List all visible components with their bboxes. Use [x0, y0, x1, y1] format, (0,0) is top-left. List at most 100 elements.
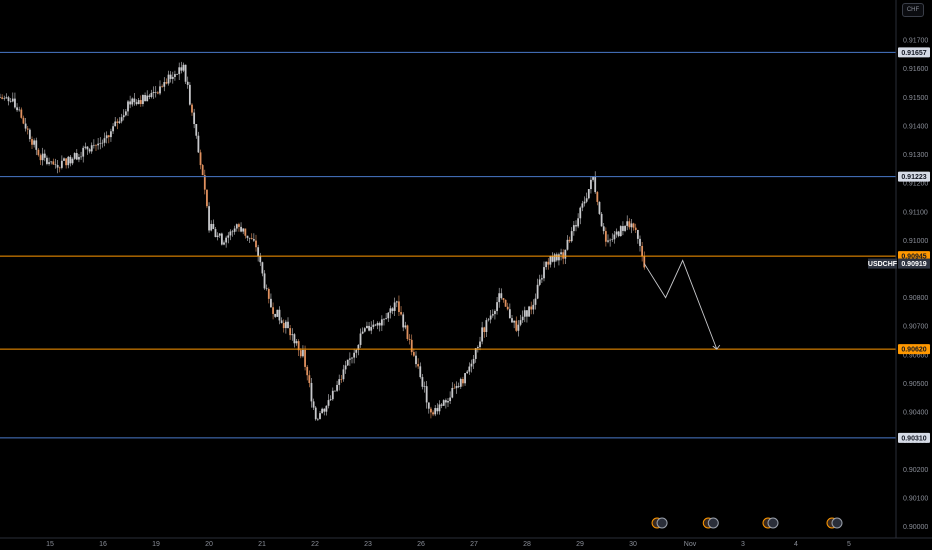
- candle-body: [551, 255, 554, 262]
- candle-body: [308, 375, 311, 383]
- candle-body: [389, 308, 392, 313]
- candle-body: [487, 319, 490, 321]
- candle-body: [220, 233, 223, 245]
- event-marker-icon[interactable]: [767, 517, 779, 529]
- candle-body: [427, 402, 430, 409]
- level-price-tag: [898, 47, 930, 58]
- candle-body: [60, 160, 63, 168]
- projection-path[interactable]: [643, 259, 721, 350]
- time-tick-label: 5: [847, 541, 851, 548]
- currency-label: CHF: [906, 7, 920, 13]
- candle-body: [402, 314, 405, 328]
- projection-line[interactable]: [643, 259, 718, 350]
- price-tick-label: 0.91100: [903, 209, 928, 216]
- price-tick-label: 0.91600: [903, 66, 928, 73]
- candle-body: [37, 149, 40, 156]
- candle-body: [536, 284, 539, 299]
- candle-body: [421, 377, 424, 387]
- candle-body: [116, 121, 119, 123]
- candle-body: [500, 293, 503, 299]
- candle-body: [48, 162, 50, 164]
- level-price-label: 0.90310: [901, 435, 926, 442]
- event-marker-icon[interactable]: [707, 517, 719, 529]
- candle-body: [280, 320, 283, 323]
- candle-body: [321, 408, 324, 414]
- candle-body: [447, 401, 449, 403]
- candle-body: [171, 76, 174, 79]
- candle-body: [351, 357, 353, 359]
- candle-body: [206, 189, 208, 207]
- candle-body: [470, 363, 473, 367]
- horizontal-levels[interactable]: [0, 51, 896, 439]
- level-price-tag: [898, 344, 930, 355]
- candle-body: [22, 117, 25, 124]
- candle-body: [417, 364, 420, 367]
- candle-body: [636, 229, 639, 239]
- candle-body: [560, 252, 562, 255]
- candle-body: [69, 156, 72, 164]
- time-tick-label: 23: [364, 541, 372, 548]
- candle-body: [485, 320, 488, 332]
- candle-body: [338, 379, 341, 385]
- candle-body: [282, 322, 285, 329]
- candle-body: [201, 165, 204, 176]
- candle-body: [430, 408, 432, 413]
- candle-body: [449, 397, 452, 402]
- candle-body: [88, 149, 91, 152]
- candle-body: [587, 189, 590, 199]
- candle-body: [630, 223, 633, 228]
- candle-body: [634, 227, 637, 230]
- candle-body: [7, 97, 10, 102]
- candle-body: [212, 223, 215, 230]
- candle-body: [28, 129, 31, 140]
- candle-body: [521, 316, 524, 321]
- candle-body: [244, 228, 247, 236]
- candle-body: [558, 254, 560, 261]
- event-markers[interactable]: [651, 517, 843, 529]
- candle-body: [159, 86, 161, 94]
- candle-body: [293, 334, 296, 344]
- candle-body: [479, 341, 481, 348]
- candle-body: [139, 100, 142, 104]
- candle-body: [3, 98, 6, 99]
- candle-body: [483, 327, 486, 332]
- time-tick-label: 27: [470, 541, 478, 548]
- candle-body: [491, 314, 494, 316]
- candle-body: [344, 365, 347, 370]
- candle-body: [112, 126, 114, 132]
- candle-body: [233, 228, 236, 232]
- symbol-label: USDCHF: [868, 261, 898, 268]
- event-marker-icon[interactable]: [831, 517, 843, 529]
- time-tick-label: Nov: [684, 541, 697, 548]
- price-tags: 0.91657 0.91223 0.90945 0.90620 0.90310 USDCH…: [868, 47, 930, 443]
- candle-body: [302, 349, 304, 357]
- candle-body: [415, 355, 417, 365]
- candle-body: [148, 95, 151, 97]
- candle-body: [95, 144, 97, 146]
- candle-body: [133, 98, 136, 103]
- candle-body: [58, 167, 61, 169]
- candle-body: [481, 327, 484, 342]
- candle-body: [577, 218, 580, 227]
- candle-body: [208, 206, 210, 231]
- candle-body: [135, 102, 138, 105]
- time-axis[interactable]: 15 16 19 20 21 22 23 26 27 28 29 30 Nov 3 4 5: [46, 541, 851, 548]
- event-marker-icon[interactable]: [656, 517, 668, 529]
- price-tick-label: 0.90000: [903, 524, 928, 531]
- time-tick-label: 3: [741, 541, 745, 548]
- candle-body: [56, 164, 59, 168]
- candle-body: [357, 344, 360, 350]
- time-tick-label: 15: [46, 541, 54, 548]
- candle-body: [35, 140, 38, 150]
- candle-body: [624, 225, 626, 231]
- candle-body: [227, 235, 230, 238]
- candle-body: [472, 358, 475, 364]
- candle-body: [453, 387, 456, 389]
- price-tick-label: 0.90600: [903, 352, 928, 359]
- currency-button[interactable]: CHF: [902, 3, 924, 17]
- candle-body: [186, 81, 189, 85]
- candle-body: [9, 101, 12, 102]
- candles-layer: [0, 61, 646, 421]
- candle-body: [355, 349, 358, 353]
